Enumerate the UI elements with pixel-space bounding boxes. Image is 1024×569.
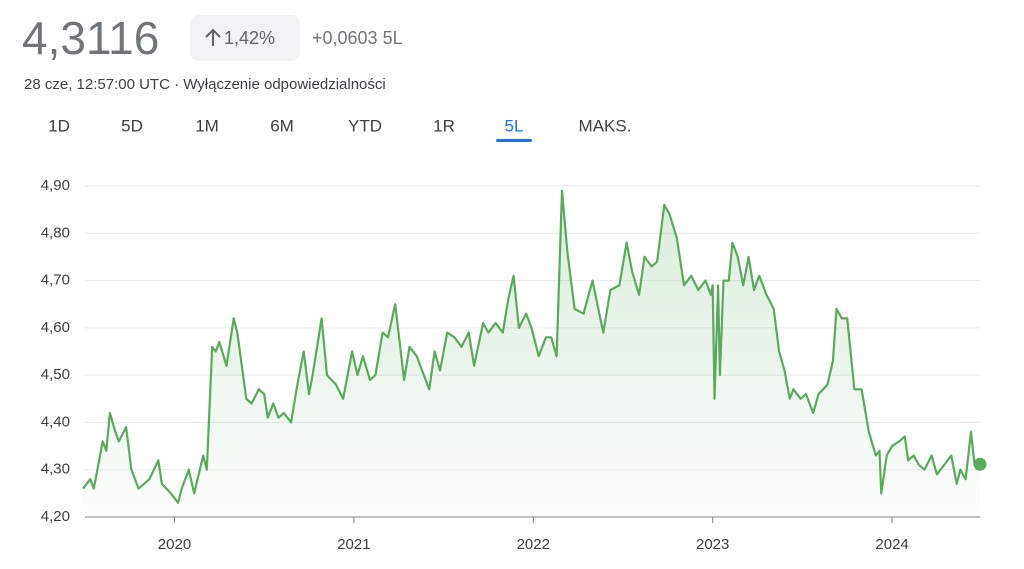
timestamp: 28 cze, 12:57:00 UTC · Wyłączenie odpowi… — [24, 76, 386, 93]
range-tab[interactable]: 1D — [48, 116, 70, 135]
y-tick-label: 4,90 — [41, 177, 70, 194]
selected-tab-indicator — [496, 139, 532, 142]
last-point — [973, 457, 987, 471]
y-tick-label: 4,70 — [41, 272, 70, 289]
x-tick-label: 2024 — [875, 536, 908, 553]
plot: 4,20 4,30 4,40 4,50 4,60 4,70 4,80 4,90 2020 2021… — [41, 177, 987, 553]
range-tab[interactable]: MAKS. — [579, 116, 632, 135]
x-tick-label: 2023 — [696, 536, 729, 553]
range-tab[interactable]: 6M — [270, 116, 294, 135]
range-tab[interactable]: 5L — [505, 116, 524, 135]
change-percent: 1,42% — [224, 28, 275, 48]
y-tick-label: 4,60 — [41, 319, 70, 336]
x-tick-label: 2020 — [158, 536, 191, 553]
change-value: +0,0603 5L — [312, 28, 403, 48]
y-tick-label: 4,30 — [41, 461, 70, 478]
range-tabs: 1D 5D 1M 6M YTD 1R 5L MAKS. — [48, 116, 631, 142]
x-tick-label: 2022 — [517, 536, 550, 553]
y-tick-label: 4,20 — [41, 508, 70, 525]
change-pill — [190, 15, 300, 61]
x-tick-label: 2021 — [337, 536, 370, 553]
y-tick-label: 4,40 — [41, 413, 70, 430]
range-tab[interactable]: 1M — [195, 116, 219, 135]
y-tick-label: 4,50 — [41, 366, 70, 383]
range-tab[interactable]: 5D — [121, 116, 143, 135]
range-tab[interactable]: YTD — [348, 116, 382, 135]
up-arrow-icon — [205, 28, 221, 46]
price-line — [82, 189, 981, 504]
range-tab[interactable]: 1R — [433, 116, 455, 135]
price: 4,3116 — [22, 12, 159, 64]
y-tick-label: 4,80 — [41, 224, 70, 241]
area-fill — [83, 190, 980, 517]
